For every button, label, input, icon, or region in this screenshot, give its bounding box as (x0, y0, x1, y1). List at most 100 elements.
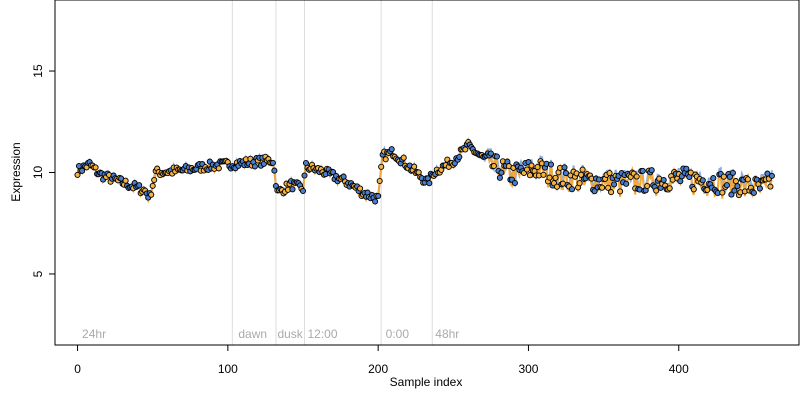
x-tick-label: 400 (669, 362, 689, 376)
data-point (376, 177, 383, 185)
data-point (552, 174, 559, 181)
data-point (561, 164, 568, 171)
data-point (411, 163, 418, 170)
data-point (728, 191, 735, 198)
data-point (750, 189, 757, 196)
data-point (148, 191, 155, 198)
data-point (340, 173, 347, 180)
data-point (734, 183, 741, 190)
data-point (633, 173, 640, 180)
x-axis-label: Sample index (390, 375, 463, 389)
data-point (526, 172, 534, 179)
data-point (608, 189, 615, 196)
segment-label: dawn (238, 327, 267, 341)
data-point (534, 163, 541, 171)
data-point (644, 182, 651, 190)
data-point (271, 167, 278, 174)
data-point (731, 187, 738, 194)
data-point (215, 165, 222, 172)
data-point (648, 167, 655, 174)
segment-label: dusk (277, 327, 303, 341)
segment-label: 24hr (82, 327, 106, 341)
data-point (511, 179, 518, 187)
y-axis-label: Expression (9, 142, 23, 201)
data-point (372, 198, 379, 205)
y-axis: 5 10 15 (31, 64, 56, 277)
data-point (269, 159, 276, 166)
data-point (732, 178, 739, 185)
data-point (496, 174, 503, 181)
data-point (710, 175, 717, 182)
x-tick-label: 100 (218, 362, 238, 376)
data-point (611, 181, 618, 188)
data-point (579, 166, 586, 173)
y-tick-label: 5 (31, 270, 45, 277)
data-point (660, 176, 667, 184)
data-point (617, 188, 624, 195)
data-point (151, 176, 158, 184)
data-point (568, 186, 576, 193)
data-point (487, 150, 494, 157)
data-point (767, 183, 774, 190)
data-point (756, 185, 763, 192)
data-point (299, 187, 307, 195)
data-point (122, 177, 129, 184)
data-point (553, 183, 561, 190)
x-tick-label: 300 (518, 362, 538, 376)
data-point (677, 178, 684, 185)
data-point (723, 182, 730, 189)
data-point (426, 180, 433, 187)
data-point (490, 162, 497, 170)
data-point (606, 169, 613, 177)
data-point (357, 185, 364, 192)
series-points (74, 138, 775, 205)
data-point (540, 171, 547, 178)
data-point (639, 167, 646, 174)
data-point (498, 169, 505, 176)
x-tick-label: 200 (368, 362, 388, 376)
data-point (136, 182, 143, 189)
segment-labels: 24hr dawn dusk 12:00 0:00 48hr (82, 327, 459, 341)
data-point (378, 163, 385, 170)
data-point (653, 187, 660, 194)
segment-label: 12:00 (308, 327, 338, 341)
data-point (251, 163, 258, 170)
segment-label: 48hr (435, 327, 459, 341)
data-point (528, 162, 535, 169)
data-point (74, 171, 81, 178)
data-point (289, 186, 296, 193)
series-line-orange (76, 143, 773, 206)
data-point (301, 172, 308, 179)
data-point (92, 164, 99, 171)
data-point (375, 192, 382, 200)
data-point (79, 167, 86, 174)
data-point (699, 177, 706, 184)
data-point (382, 156, 389, 163)
data-point (599, 184, 606, 191)
data-point (720, 173, 727, 180)
y-tick-label: 10 (31, 166, 45, 180)
data-point (149, 182, 156, 189)
data-point (523, 166, 531, 173)
segment-label: 0:00 (386, 327, 410, 341)
data-point (726, 173, 733, 180)
data-point (462, 146, 469, 153)
data-point (546, 174, 553, 181)
data-point (666, 185, 673, 192)
data-point (547, 161, 555, 168)
y-tick-label: 15 (31, 64, 45, 78)
data-point (719, 189, 726, 196)
data-point (729, 169, 736, 176)
data-point (690, 186, 697, 193)
data-point (576, 180, 583, 187)
x-tick-label: 0 (74, 362, 81, 376)
data-point (388, 146, 395, 153)
data-point (683, 165, 690, 172)
data-point (605, 184, 612, 191)
data-point (456, 153, 463, 161)
data-point (400, 154, 407, 161)
data-point (768, 172, 775, 179)
data-point (744, 176, 751, 183)
